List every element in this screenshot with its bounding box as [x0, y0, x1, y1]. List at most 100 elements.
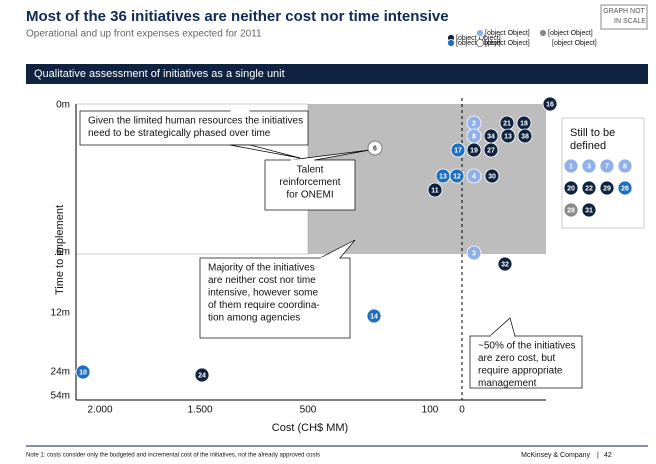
callout: [79, 110, 309, 146]
page-number: 42: [604, 452, 612, 459]
legend-label: [object Object]: [485, 30, 530, 37]
bubble: [449, 168, 465, 184]
bubble: [542, 96, 558, 112]
x-tick-label: 100: [422, 405, 439, 416]
bubble-label: 38: [521, 133, 529, 140]
stamp: GRAPH NOT: [603, 8, 645, 15]
bubble-label: 8: [623, 163, 627, 170]
bubble-label: 4: [472, 173, 476, 180]
y-tick-label: 24m: [51, 367, 70, 378]
bubble-label: 13: [439, 173, 447, 180]
bubble: [194, 367, 210, 383]
callout-text: tion among agencies: [208, 313, 300, 324]
bubble-label: 13: [504, 133, 512, 140]
bubble-label: 6: [373, 145, 377, 152]
callout-pointer: [229, 144, 301, 159]
bubble-label: 16: [546, 101, 554, 108]
callout-text: for ONEMI: [286, 190, 333, 201]
y-label: Time to implement: [54, 205, 66, 295]
bubble: [483, 142, 499, 158]
bubble-label: 18: [520, 120, 528, 127]
bubble: [366, 308, 382, 324]
callout-text: reinforcement: [279, 177, 340, 188]
callout-text: management: [478, 378, 537, 389]
callout-text: Talent: [297, 165, 324, 176]
bubble: [450, 142, 466, 158]
bubble-label: 12: [453, 173, 461, 180]
bubble-label: 11: [431, 187, 439, 194]
y-tick-label: 12m: [51, 308, 70, 319]
bubble: [581, 202, 597, 218]
bubble-label: 24: [198, 372, 206, 379]
band-text: Qualitative assessment of initiatives as…: [34, 68, 285, 80]
bubble: [581, 180, 597, 196]
title: Most of the 36 initiatives are neither c…: [26, 8, 449, 25]
bubble-label: 20: [567, 185, 575, 192]
x-tick-label: 500: [300, 405, 317, 416]
stamp: IN SCALE: [614, 18, 646, 25]
page-sep: |: [597, 452, 599, 459]
callout: [469, 335, 583, 389]
subtitle: Operational and up front expenses expect…: [26, 29, 262, 40]
bubble-label: 8: [472, 133, 476, 140]
bubble: [599, 158, 615, 174]
bubble: [447, 39, 455, 47]
bubble: [367, 140, 383, 156]
bubble-label: 28: [567, 207, 575, 214]
bubble: [617, 180, 633, 196]
x-tick-label: 1.500: [187, 405, 212, 416]
bubble-label: 32: [501, 261, 509, 268]
bubble-label: 3: [472, 250, 476, 257]
bubble: [466, 245, 482, 261]
callout-text: are neither cost nor time: [208, 275, 316, 286]
callout-text: require appropriate: [478, 366, 563, 377]
callout-text: of them require coordina-: [208, 300, 320, 311]
bubble-label: 14: [370, 313, 378, 320]
y-tick-label: 0m: [56, 100, 70, 111]
bubble: [484, 168, 500, 184]
bubble: [563, 202, 579, 218]
bubble: [497, 256, 513, 272]
y-tick-label: 54m: [51, 391, 70, 402]
callout-text: are zero cost, but: [478, 353, 555, 364]
bubble-label: 3: [587, 163, 591, 170]
bubble-label: 19: [470, 147, 478, 154]
legend-label: [object Object]: [552, 40, 597, 47]
bubble: [466, 168, 482, 184]
bubble: [563, 158, 579, 174]
bubble-label: 17: [454, 147, 462, 154]
bubble-label: 10: [79, 369, 87, 376]
bubble-label: 34: [487, 133, 495, 140]
stamp-box: [600, 4, 648, 30]
bubble: [563, 180, 579, 196]
bubble: [427, 182, 443, 198]
callout-text: Majority of the initiatives: [208, 263, 315, 274]
bubble: [75, 364, 91, 380]
still-title: Still to be: [570, 127, 615, 139]
bubble-label: 29: [603, 185, 611, 192]
bubble-label: 31: [585, 207, 593, 214]
callout-text: need to be strategically phased over tim…: [88, 128, 271, 139]
x-tick-label: 2.000: [87, 405, 112, 416]
bubble-label: 2: [472, 120, 476, 127]
x-label: Cost (CH$ MM): [272, 422, 348, 434]
bubble: [581, 158, 597, 174]
legend-label: [object Object]: [456, 35, 501, 42]
bubble-label: 22: [585, 185, 593, 192]
bubble: [517, 128, 533, 144]
bubble: [476, 29, 484, 37]
bubble-label: 30: [488, 173, 496, 180]
bubble: [476, 39, 484, 47]
callout: [199, 257, 351, 339]
footer-note: Note 1: costs consider only the budgeted…: [26, 453, 320, 459]
bubble-label: 1: [569, 163, 573, 170]
callout-text: Given the limited human resources the in…: [88, 116, 303, 127]
bubble-label: 7: [605, 163, 609, 170]
callout-text: intensive, however some: [208, 288, 318, 299]
bubble: [466, 142, 482, 158]
bubble-label: 26: [621, 185, 629, 192]
legend-label: [object Object]: [548, 30, 593, 37]
bubble: [617, 158, 633, 174]
bubble: [539, 29, 547, 37]
